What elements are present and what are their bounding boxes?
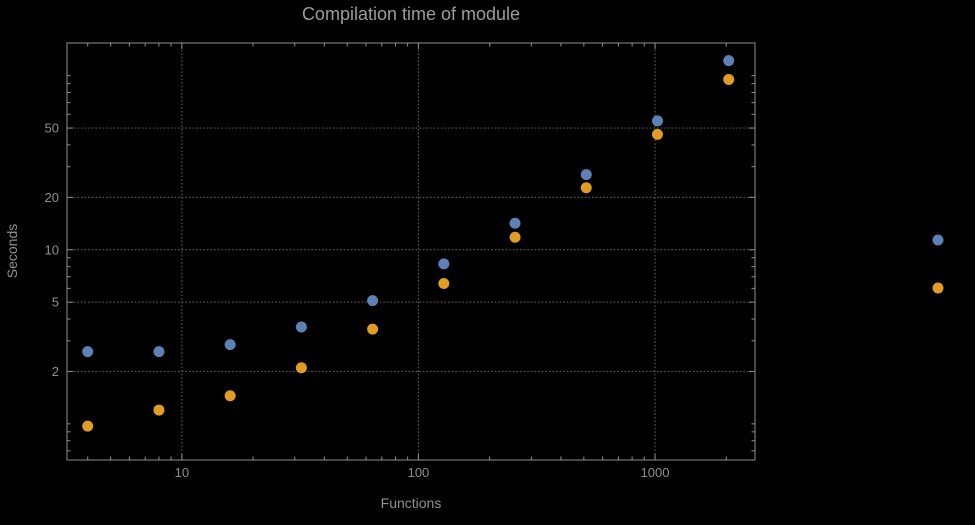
data-point-series-blue bbox=[509, 217, 521, 229]
x-tick-label: 100 bbox=[408, 465, 430, 480]
data-point-series-orange bbox=[723, 74, 735, 86]
data-point-series-orange bbox=[509, 231, 521, 243]
data-point-series-blue bbox=[651, 115, 663, 127]
y-tick-label: 20 bbox=[45, 190, 59, 205]
y-tick-label: 5 bbox=[52, 295, 59, 310]
data-point-series-orange bbox=[295, 362, 307, 374]
data-point-series-orange bbox=[367, 323, 379, 335]
data-point-series-blue bbox=[580, 169, 592, 181]
data-point-series-orange bbox=[82, 420, 94, 432]
data-point-series-orange bbox=[153, 404, 165, 416]
data-point-series-orange bbox=[438, 277, 450, 289]
x-tick-label: 1000 bbox=[641, 465, 670, 480]
y-axis-label: Seconds bbox=[4, 223, 20, 279]
legend-marker bbox=[932, 234, 944, 246]
legend-marker bbox=[932, 282, 944, 294]
x-tick-label: 10 bbox=[175, 465, 189, 480]
y-tick-label: 50 bbox=[45, 121, 59, 136]
data-point-series-blue bbox=[224, 339, 236, 351]
data-point-series-blue bbox=[438, 258, 450, 270]
data-point-series-orange bbox=[580, 182, 592, 194]
plot-frame bbox=[66, 42, 756, 461]
y-tick-label: 2 bbox=[52, 364, 59, 379]
data-point-series-blue bbox=[82, 346, 94, 358]
data-point-series-orange bbox=[224, 390, 236, 402]
data-point-series-blue bbox=[153, 346, 165, 358]
data-point-series-blue bbox=[367, 295, 379, 307]
x-axis-label: Functions bbox=[380, 495, 442, 511]
chart-title: Compilation time of module bbox=[301, 4, 521, 24]
data-point-series-blue bbox=[723, 55, 735, 67]
y-tick-label: 10 bbox=[45, 242, 59, 257]
data-point-series-orange bbox=[651, 128, 663, 140]
data-point-series-blue bbox=[295, 321, 307, 333]
